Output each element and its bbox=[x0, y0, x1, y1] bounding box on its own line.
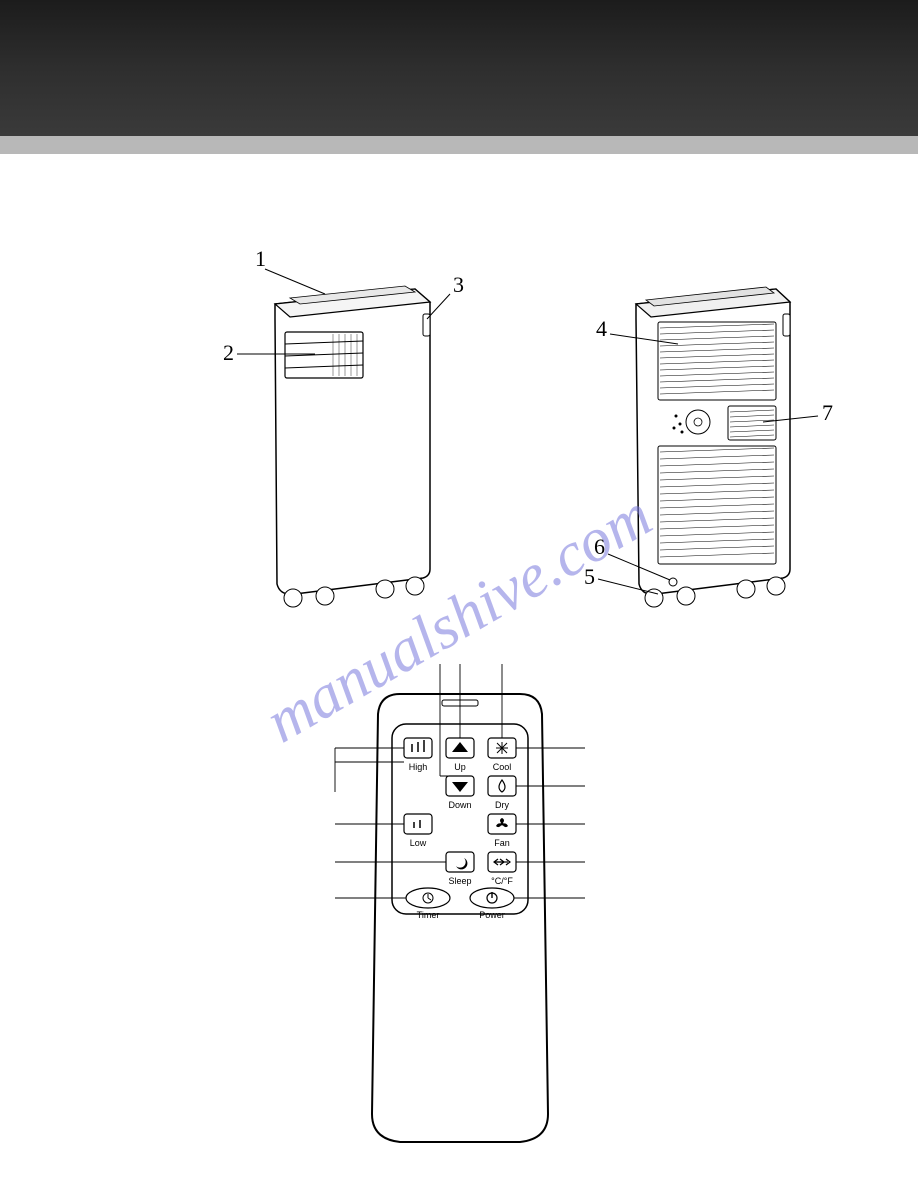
label-timer: Timer bbox=[417, 910, 440, 920]
label-up: Up bbox=[454, 762, 466, 772]
callout-5: 5 bbox=[584, 564, 595, 589]
label-cool: Cool bbox=[493, 762, 512, 772]
header-gradient bbox=[0, 0, 918, 136]
callout-1: 1 bbox=[255, 246, 266, 271]
btn-down: Down bbox=[446, 776, 474, 810]
callout-2: 2 bbox=[223, 340, 234, 365]
btn-sleep: Sleep bbox=[446, 852, 474, 886]
remote-diagram: High Up Cool Down Dry bbox=[335, 664, 585, 1142]
label-dry: Dry bbox=[495, 800, 509, 810]
label-sleep: Sleep bbox=[448, 876, 471, 886]
label-down: Down bbox=[448, 800, 471, 810]
label-low: Low bbox=[410, 838, 427, 848]
callout-6: 6 bbox=[594, 534, 605, 559]
callout-7: 7 bbox=[822, 400, 833, 425]
callout-4: 4 bbox=[596, 316, 607, 341]
btn-cf: °C/°F bbox=[488, 852, 516, 886]
label-high: High bbox=[409, 762, 428, 772]
label-fan: Fan bbox=[494, 838, 510, 848]
header-strip bbox=[0, 136, 918, 154]
label-power: Power bbox=[479, 910, 505, 920]
callout-3: 3 bbox=[453, 272, 464, 297]
page-content: manualshive.com bbox=[0, 154, 918, 1188]
label-cf: °C/°F bbox=[491, 876, 513, 886]
front-unit-diagram: 1 2 3 bbox=[223, 246, 464, 607]
rear-unit-diagram: 4 7 6 5 bbox=[584, 287, 833, 607]
diagrams-svg: 1 2 3 bbox=[0, 154, 918, 1188]
